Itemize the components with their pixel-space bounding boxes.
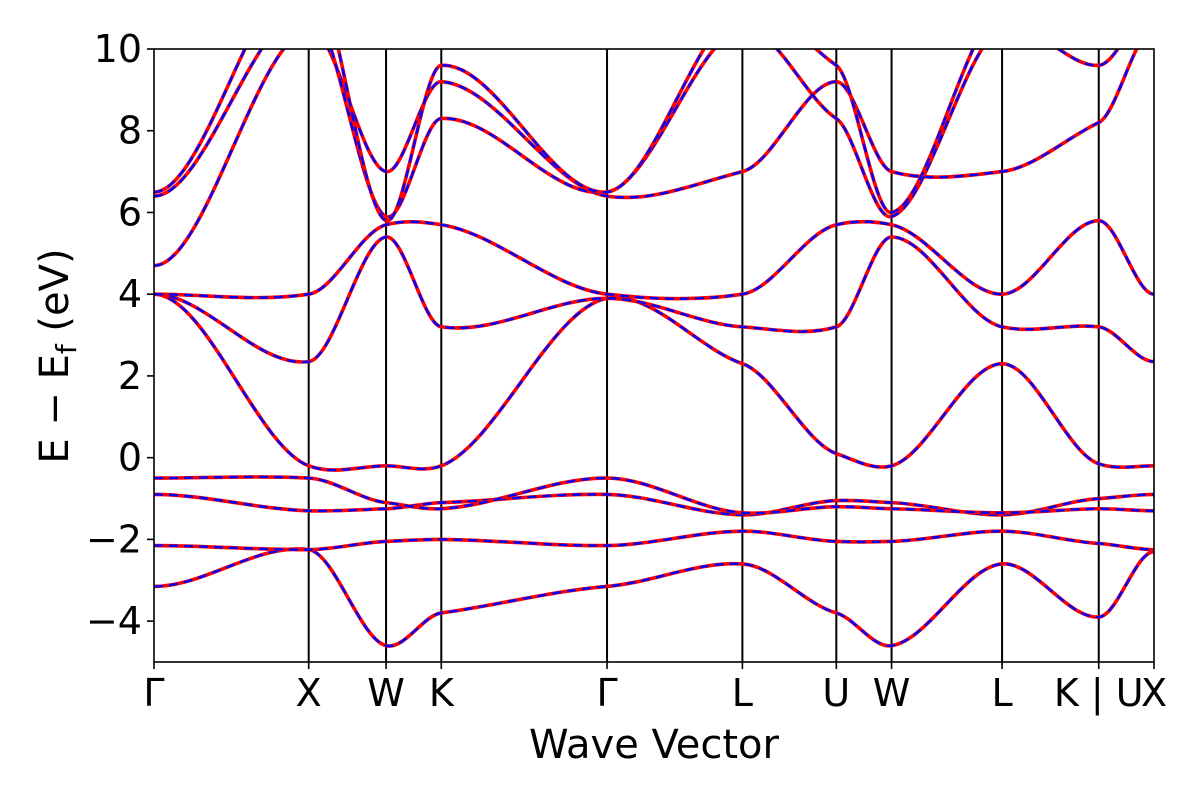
band-line-solid-4 [154, 292, 1154, 472]
band-line-solid-3 [154, 475, 1154, 515]
band-line-dashed-1 [154, 530, 1154, 551]
y-tick-label: 2 [118, 354, 142, 398]
band-line-solid-6 [154, 218, 1154, 301]
band-line-dashed-5 [154, 235, 1154, 364]
high-symmetry-lines [307, 49, 1100, 662]
plot-frame [153, 48, 1155, 663]
y-tick-label: 6 [118, 190, 142, 234]
x-tick-label: Γ [596, 671, 617, 715]
band-line-solid-9 [154, 49, 976, 223]
y-tick-label: 10 [94, 27, 142, 71]
y-tick-label: −2 [86, 517, 142, 561]
y-tick-label: 0 [118, 436, 142, 480]
y-axis-label-unit: (eV) [32, 248, 78, 344]
band-line-dashed-0 [154, 547, 1154, 647]
x-tick-label: W [873, 671, 911, 715]
x-tick-label: K [429, 671, 455, 715]
x-tick-label: Γ [143, 671, 164, 715]
x-tick-label: X [1141, 671, 1167, 715]
x-tick-label: U [822, 671, 850, 715]
band-line-dashed-3 [154, 475, 1154, 515]
y-axis-label: E − Ef (eV) [32, 248, 83, 463]
band-line-dashed-8 [154, 49, 1120, 218]
x-tick-label: L [991, 671, 1012, 715]
x-tick-label: W [367, 671, 405, 715]
band-line-solid-8 [154, 49, 1120, 219]
y-axis-label-subscript: f [50, 343, 83, 354]
band-lines [154, 49, 1154, 648]
y-tick-label: −4 [86, 599, 142, 643]
band-line-dashed-9 [154, 49, 975, 222]
x-tick-label: L [732, 671, 753, 715]
band-line-dashed-7 [154, 49, 1138, 267]
band-line-dashed-4 [154, 293, 1154, 472]
band-line-dashed-6 [154, 219, 1154, 300]
x-tick-label: X [296, 671, 322, 715]
y-axis-ticks: −4 −2 0 2 4 6 8 10 [86, 27, 154, 643]
x-axis-label: Wave Vector [529, 722, 780, 768]
band-line-solid-0 [154, 547, 1154, 648]
y-tick-label: 8 [118, 109, 142, 153]
y-tick-label: 4 [118, 272, 142, 316]
x-tick-label: K | U [1054, 671, 1144, 716]
y-axis-label-main: E − E [32, 354, 78, 464]
